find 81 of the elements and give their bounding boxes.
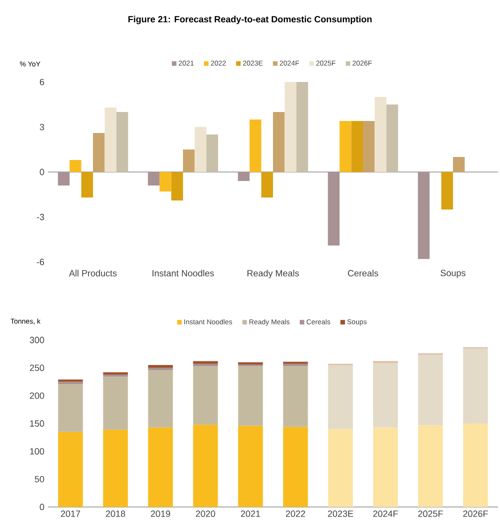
bar [284,82,296,172]
bar [463,348,488,424]
bar [418,354,443,426]
bar [373,362,398,428]
x-tick-label: Instant Noodles [152,270,214,276]
bar [250,120,262,172]
y-tick-label: -6 [36,258,44,266]
bar [261,172,273,198]
y-tick-label: 300 [30,336,44,344]
bar [81,172,93,198]
bar [206,134,218,172]
bar [160,172,172,192]
y-tick-label: 100 [30,448,44,455]
bar [283,426,308,507]
x-tick-label: Cereals [348,270,378,276]
y-tick-label: 6 [40,78,44,86]
bar [92,133,105,172]
bar [362,121,375,172]
bar [418,172,430,259]
bar [194,127,206,172]
y-tick-label: 50 [34,476,44,482]
x-tick-label: 2018 [106,510,126,517]
bar [193,424,218,507]
x-tick-label: 2022 [286,510,306,517]
bar [103,430,128,507]
bar [58,384,83,432]
x-tick-label: Ready Meals [247,270,299,278]
bar [148,365,173,368]
x-tick-label: 2024F [373,510,398,517]
x-tick-label: All Products [69,270,117,276]
y-tick-label: -3 [36,214,44,220]
x-tick-label: 2019 [150,510,170,517]
bar [171,172,183,200]
bar [58,172,70,186]
bar [373,427,398,507]
bar [193,361,218,364]
bar [58,432,83,507]
bar [116,112,128,172]
y-tick-label: 0 [40,504,44,510]
bar [351,121,363,172]
bar [296,82,308,172]
y-tick-label: 250 [30,364,44,372]
bar [283,364,308,366]
bar [283,366,308,427]
x-tick-label: Soups [440,270,466,278]
bar [182,150,195,172]
x-tick-label: 2023E [328,510,354,517]
bar [103,372,128,375]
bar [70,160,82,172]
bar [272,112,285,172]
y-tick-label: 3 [40,124,44,130]
y-tick-label: 200 [30,392,44,399]
bar [441,172,453,210]
bar [193,364,218,366]
chart-title: Figure 21: Forecast Ready-to-eat Domestic Consumption [128,16,372,24]
bar [340,121,352,172]
x-tick-label: 2025F [418,510,443,517]
bar [148,368,173,370]
bar [374,97,386,172]
bar [103,376,128,430]
bar [148,172,160,186]
bar [238,426,263,507]
x-tick-label: 2017 [60,510,80,517]
bar [452,157,465,172]
bar [418,425,443,507]
bar [238,172,250,181]
x-tick-label: 2026F [463,510,488,517]
bar [328,365,353,430]
x-tick-label: 2020 [196,510,216,517]
x-tick-label: 2021 [240,510,260,517]
bar [386,104,398,172]
bar [148,427,173,507]
bar [463,423,488,507]
bar [148,370,173,428]
bar [328,172,340,246]
y-tick-label: 150 [30,420,44,427]
bar [328,429,353,507]
bar [238,366,263,426]
bar [104,108,116,172]
bar [193,366,218,425]
y-tick-label: 0 [40,168,44,176]
